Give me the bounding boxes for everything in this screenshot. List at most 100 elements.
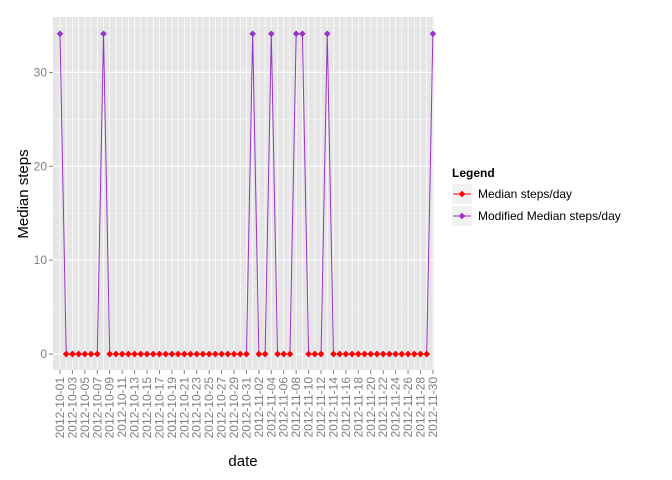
x-tick-label: 2012-11-02 — [252, 377, 266, 438]
y-axis-title: Median steps — [15, 149, 32, 238]
x-tick-label: 2012-10-17 — [152, 377, 166, 439]
data-point — [330, 350, 337, 358]
data-point — [311, 350, 319, 358]
x-tick-label: 2012-10-05 — [78, 377, 92, 439]
legend-key-marker — [458, 212, 466, 220]
data-point — [398, 350, 406, 358]
data-point — [62, 350, 70, 358]
legend-key-marker — [458, 190, 466, 198]
data-point — [410, 350, 418, 358]
y-tick-label: 30 — [34, 65, 48, 79]
data-point — [137, 350, 145, 358]
data-point — [299, 30, 306, 38]
data-point — [168, 350, 176, 358]
data-point — [181, 350, 188, 358]
data-point — [75, 350, 82, 358]
data-point — [367, 350, 375, 358]
x-tick-label: 2012-10-23 — [190, 377, 204, 439]
x-tick-label: 2012-10-01 — [53, 377, 67, 439]
legend-label: Modified Median steps/day — [478, 209, 621, 223]
x-tick-label: 2012-11-28 — [413, 377, 427, 438]
x-tick-label: 2012-10-03 — [65, 377, 79, 439]
data-point — [280, 350, 288, 358]
data-point — [255, 350, 263, 358]
data-point — [305, 350, 312, 358]
x-tick-label: 2012-11-16 — [339, 377, 353, 438]
x-tick-label: 2012-11-14 — [326, 377, 340, 438]
data-point — [100, 30, 107, 38]
x-tick-label: 2012-11-20 — [364, 377, 378, 438]
x-tick-label: 2012-11-18 — [351, 377, 365, 438]
x-tick-label: 2012-10-29 — [227, 377, 241, 439]
x-tick-label: 2012-10-15 — [140, 377, 154, 439]
data-point — [81, 350, 89, 358]
legend-title: Legend — [452, 166, 495, 180]
data-point — [392, 350, 399, 358]
y-tick-label: 0 — [40, 347, 47, 361]
data-point — [423, 350, 430, 358]
x-tick-label: 2012-11-10 — [302, 377, 316, 438]
data-point — [131, 350, 138, 358]
data-point — [274, 350, 281, 358]
x-tick-label: 2012-11-04 — [264, 377, 278, 438]
x-tick-label: 2012-10-19 — [165, 377, 179, 439]
data-point — [212, 350, 219, 358]
x-axis-title: date — [228, 453, 257, 470]
data-point — [93, 350, 101, 358]
x-tick-label: 2012-11-06 — [277, 377, 291, 438]
data-point — [149, 350, 157, 358]
data-point — [230, 350, 238, 358]
grid-lines — [53, 17, 434, 370]
data-point — [373, 350, 381, 358]
x-tick-label: 2012-10-25 — [202, 377, 216, 439]
data-point — [174, 350, 182, 358]
data-point — [218, 350, 225, 358]
data-point — [156, 350, 163, 358]
data-point — [193, 350, 201, 358]
x-tick-label: 2012-11-12 — [314, 377, 328, 438]
data-point — [118, 350, 126, 358]
x-axis: 2012-10-012012-10-032012-10-052012-10-07… — [53, 370, 440, 438]
data-point — [292, 30, 300, 38]
x-tick-label: 2012-10-31 — [239, 377, 253, 439]
x-tick-label: 2012-10-07 — [90, 377, 104, 439]
data-point — [323, 30, 331, 38]
data-point — [336, 350, 343, 358]
data-point — [379, 350, 387, 358]
data-point — [69, 350, 76, 358]
data-point — [342, 350, 350, 358]
data-point — [87, 350, 95, 358]
data-point — [199, 350, 207, 358]
x-tick-label: 2012-11-30 — [426, 377, 440, 438]
data-point — [249, 30, 256, 38]
x-tick-label: 2012-10-27 — [215, 377, 229, 439]
y-axis: 0 10 20 30 — [34, 65, 53, 361]
series-layer — [56, 30, 437, 358]
data-point — [355, 350, 362, 358]
data-point — [56, 30, 64, 38]
x-tick-label: 2012-11-24 — [389, 377, 403, 438]
data-point — [106, 350, 114, 358]
data-point — [417, 350, 424, 358]
data-point — [112, 350, 120, 358]
data-point — [268, 30, 275, 38]
x-tick-label: 2012-10-11 — [115, 377, 129, 438]
x-tick-label: 2012-10-13 — [128, 377, 142, 439]
x-tick-label: 2012-11-26 — [401, 377, 415, 438]
data-point — [348, 350, 356, 358]
y-tick-label: 20 — [34, 159, 48, 173]
data-point — [143, 350, 151, 358]
data-point — [205, 350, 213, 358]
data-point — [317, 350, 325, 358]
data-point — [361, 350, 368, 358]
legend-label: Median steps/day — [478, 187, 572, 201]
x-tick-label: 2012-10-09 — [103, 377, 117, 439]
x-tick-label: 2012-11-08 — [289, 377, 303, 438]
data-point — [286, 350, 294, 358]
y-tick-label: 10 — [34, 253, 48, 267]
legend: Legend Median steps/day Modified Median s… — [452, 166, 621, 226]
data-point — [162, 350, 169, 358]
data-point — [187, 350, 194, 358]
data-point — [125, 350, 132, 358]
